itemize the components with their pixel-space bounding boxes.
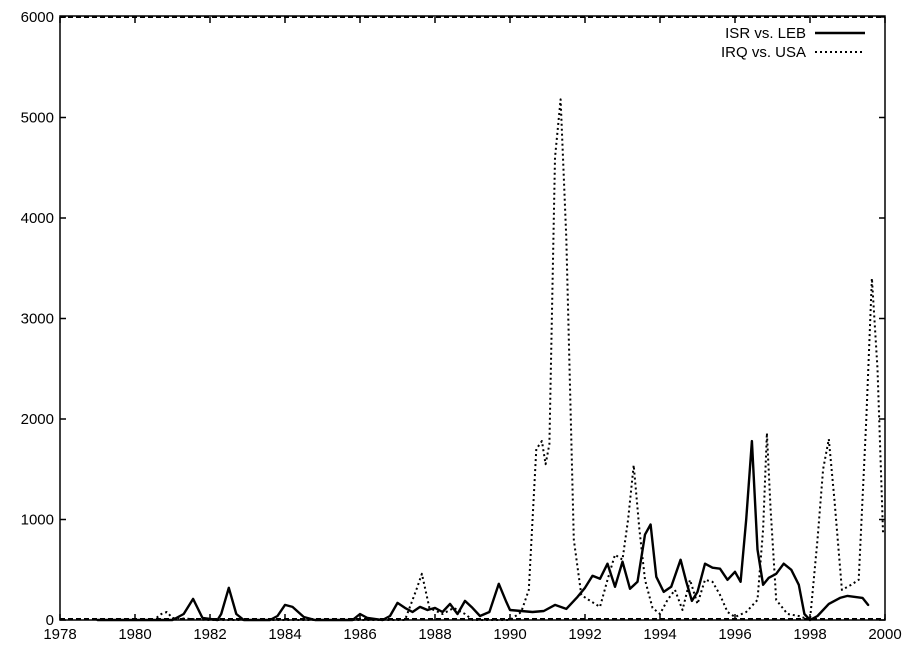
legend-label: ISR vs. LEB <box>725 25 806 42</box>
x-tick-label: 1992 <box>568 626 601 643</box>
y-tick-label: 2000 <box>21 411 54 428</box>
x-tick-label: 2000 <box>868 626 901 643</box>
x-tick-label: 1998 <box>793 626 826 643</box>
plot-frame <box>59 15 886 621</box>
x-tick-label: 1982 <box>193 626 226 643</box>
x-tick-label: 1990 <box>493 626 526 643</box>
y-tick-label: 1000 <box>21 512 54 529</box>
x-tick-label: 1980 <box>118 626 151 643</box>
y-axis-ticks: 0 1000 2000 3000 4000 5000 6000 <box>21 9 885 629</box>
legend: ISR vs. LEB IRQ vs. USA <box>721 25 865 61</box>
x-tick-label: 1984 <box>268 626 301 643</box>
x-axis-ticks: 1978 1980 1982 1984 1986 1988 1990 1992 1994 1996… <box>43 17 902 643</box>
x-tick-label: 1986 <box>343 626 376 643</box>
series-line-isr-vs-leb <box>96 439 870 622</box>
x-tick-label: 1996 <box>718 626 751 643</box>
x-tick-label: 1988 <box>418 626 451 643</box>
x-tick-label: 1994 <box>643 626 676 643</box>
y-tick-label: 6000 <box>21 9 54 26</box>
legend-label: IRQ vs. USA <box>721 44 806 61</box>
series-line-irq-vs-usa <box>97 98 885 621</box>
series-layer <box>96 98 885 622</box>
x-tick-label: 1978 <box>43 626 76 643</box>
y-tick-label: 3000 <box>21 311 54 328</box>
y-tick-label: 4000 <box>21 210 54 227</box>
y-tick-label: 5000 <box>21 110 54 127</box>
y-tick-label: 0 <box>46 612 54 629</box>
